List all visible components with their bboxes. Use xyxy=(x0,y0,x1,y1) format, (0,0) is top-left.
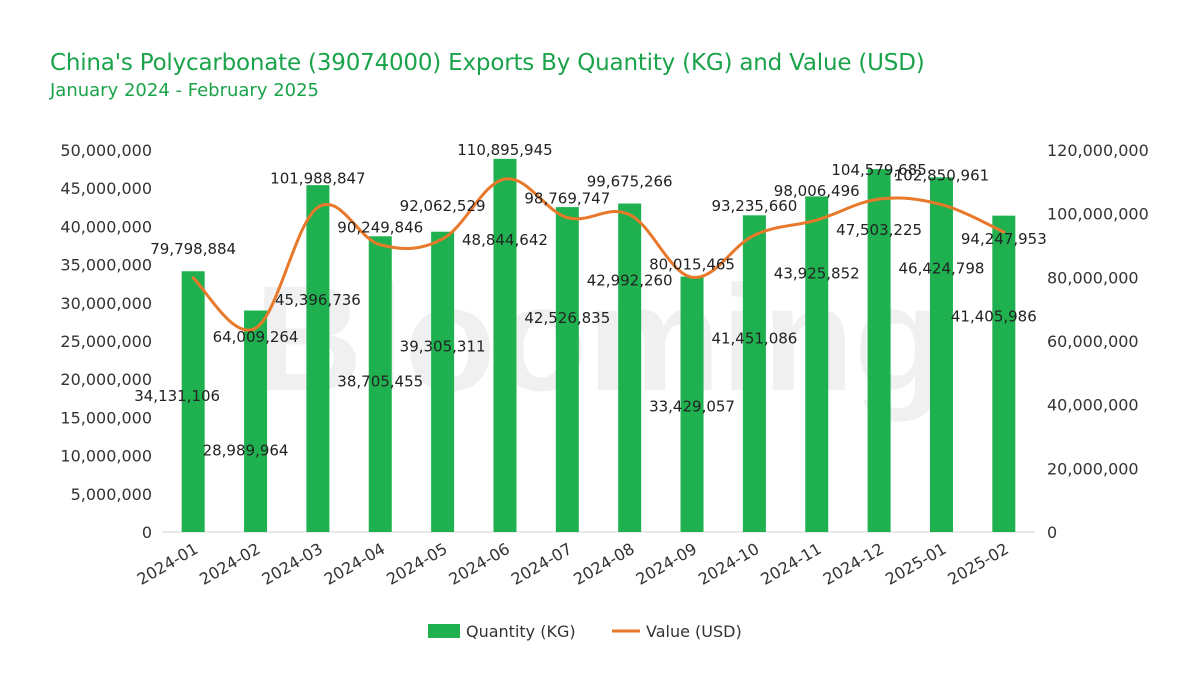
quantity-bar xyxy=(618,203,642,533)
x-axis-category-label: 2024-05 xyxy=(383,539,450,589)
value-data-label: 101,988,847 xyxy=(270,169,365,187)
left-axis-tick-label: 45,000,000 xyxy=(60,179,152,198)
x-axis-category-label: 2024-02 xyxy=(196,539,263,589)
x-axis-category-label: 2024-03 xyxy=(258,539,325,589)
x-axis-category-label: 2024-08 xyxy=(570,539,637,589)
left-axis-tick-label: 40,000,000 xyxy=(60,217,152,236)
legend-label-quantity: Quantity (KG) xyxy=(466,622,576,641)
quantity-data-label: 28,989,964 xyxy=(203,442,289,460)
right-axis-tick-label: 40,000,000 xyxy=(1047,396,1139,415)
right-axis-tick-label: 0 xyxy=(1047,523,1057,542)
right-axis-tick-label: 100,000,000 xyxy=(1047,205,1149,224)
value-data-label: 99,675,266 xyxy=(587,173,673,191)
x-axis-category-label: 2024-01 xyxy=(134,539,201,589)
value-data-label: 102,850,961 xyxy=(894,167,989,185)
left-axis-tick-label: 50,000,000 xyxy=(60,141,152,160)
quantity-data-label: 39,305,311 xyxy=(400,338,486,356)
quantity-bar xyxy=(306,185,330,532)
quantity-bar xyxy=(244,310,268,532)
left-axis-tick-label: 30,000,000 xyxy=(60,294,152,313)
value-data-label: 98,006,496 xyxy=(774,182,860,200)
value-data-label: 98,769,747 xyxy=(524,190,610,208)
quantity-bar xyxy=(992,215,1016,532)
x-axis-category-label: 2024-11 xyxy=(757,539,824,589)
value-data-label: 104,579,685 xyxy=(831,161,926,179)
quantity-bar xyxy=(929,177,953,532)
left-axis-tick-label: 5,000,000 xyxy=(71,485,152,504)
quantity-bar xyxy=(867,169,891,532)
value-data-label: 93,235,660 xyxy=(711,197,797,215)
quantity-data-label: 48,844,642 xyxy=(462,231,548,249)
x-axis-category-label: 2024-12 xyxy=(820,539,887,589)
x-axis-category-label: 2025-02 xyxy=(944,539,1011,589)
value-line xyxy=(191,177,1006,332)
left-axis-tick-label: 25,000,000 xyxy=(60,332,152,351)
quantity-data-label: 38,705,455 xyxy=(337,372,423,390)
quantity-data-label: 42,526,835 xyxy=(524,309,610,327)
right-axis-tick-label: 80,000,000 xyxy=(1047,268,1139,287)
value-data-label: 64,009,264 xyxy=(213,328,299,346)
quantity-data-label: 42,992,260 xyxy=(587,272,673,290)
value-data-label: 110,895,945 xyxy=(457,141,552,159)
legend-bar-swatch xyxy=(428,624,460,638)
x-axis-category-label: 2024-06 xyxy=(446,539,513,589)
right-axis-tick-label: 60,000,000 xyxy=(1047,332,1139,351)
quantity-bar xyxy=(742,215,766,532)
quantity-data-label: 33,429,057 xyxy=(649,398,735,416)
x-axis-category-label: 2024-07 xyxy=(508,539,575,589)
left-axis-tick-label: 0 xyxy=(142,523,152,542)
quantity-bar xyxy=(680,276,704,532)
right-axis-tick-label: 120,000,000 xyxy=(1047,141,1149,160)
quantity-bar xyxy=(368,236,392,532)
quantity-data-label: 46,424,798 xyxy=(899,259,985,277)
quantity-data-label: 47,503,225 xyxy=(836,221,922,239)
quantity-bar xyxy=(493,158,517,532)
quantity-data-label: 45,396,736 xyxy=(275,291,361,309)
chart-title: China's Polycarbonate (39074000) Exports… xyxy=(50,50,925,76)
right-axis-tick-label: 20,000,000 xyxy=(1047,459,1139,478)
x-axis-category-label: 2025-01 xyxy=(882,539,949,589)
value-data-label: 90,249,846 xyxy=(337,219,423,237)
quantity-data-label: 41,451,086 xyxy=(711,329,797,347)
left-axis-tick-label: 10,000,000 xyxy=(60,447,152,466)
chart-subtitle: January 2024 - February 2025 xyxy=(50,80,319,101)
quantity-bar xyxy=(805,196,829,532)
x-axis-category-label: 2024-10 xyxy=(695,539,762,589)
quantity-bar xyxy=(555,207,579,533)
quantity-data-label: 34,131,106 xyxy=(134,387,220,405)
value-data-label: 94,247,953 xyxy=(961,230,1047,248)
left-axis-tick-label: 20,000,000 xyxy=(60,370,152,389)
quantity-data-label: 43,925,852 xyxy=(774,264,860,282)
value-data-label: 80,015,465 xyxy=(649,255,735,273)
x-axis-category-label: 2024-09 xyxy=(633,539,700,589)
value-data-label: 92,062,529 xyxy=(400,197,486,215)
quantity-bar xyxy=(181,271,205,532)
value-data-label: 79,798,884 xyxy=(150,240,236,258)
left-axis-tick-label: 15,000,000 xyxy=(60,408,152,427)
quantity-data-label: 41,405,986 xyxy=(951,308,1037,326)
x-axis-category-label: 2024-04 xyxy=(321,539,388,589)
legend-label-value: Value (USD) xyxy=(646,622,742,641)
quantity-bar xyxy=(431,231,455,532)
left-axis-tick-label: 35,000,000 xyxy=(60,256,152,275)
